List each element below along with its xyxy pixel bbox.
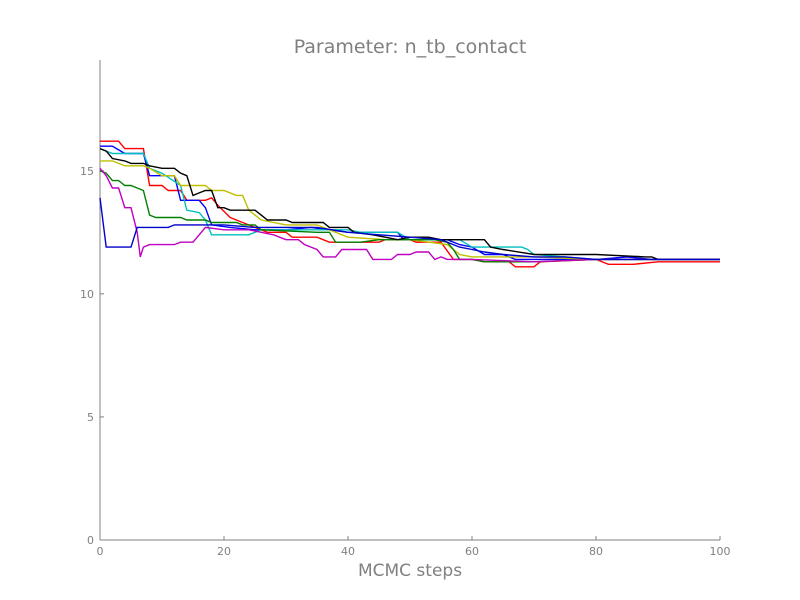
x-tick-label: 0 [97,545,104,558]
x-tick-label: 60 [465,545,479,558]
x-tick-label: 100 [710,545,731,558]
y-tick-label: 5 [87,411,94,424]
series-line-7 [99,147,720,261]
x-tick-label: 80 [589,545,603,558]
y-tick-label: 0 [87,534,94,547]
x-tick-label: 40 [341,545,355,558]
chart-title: Parameter: n_tb_contact [294,36,527,58]
series-line-4 [100,160,720,261]
series-line-1 [100,140,720,268]
y-tick-label: 15 [80,165,94,178]
x-tick-label: 20 [217,545,231,558]
series-group [99,140,720,268]
axis-ticks: 0 20 40 60 80 100 0 5 10 15 [80,165,731,558]
series-line-3 [99,147,720,261]
x-axis-label: MCMC steps [358,561,462,581]
series-line-6 [99,167,720,263]
series-line-8 [99,197,720,261]
y-tick-label: 10 [80,288,94,301]
series-line-5 [99,170,720,263]
